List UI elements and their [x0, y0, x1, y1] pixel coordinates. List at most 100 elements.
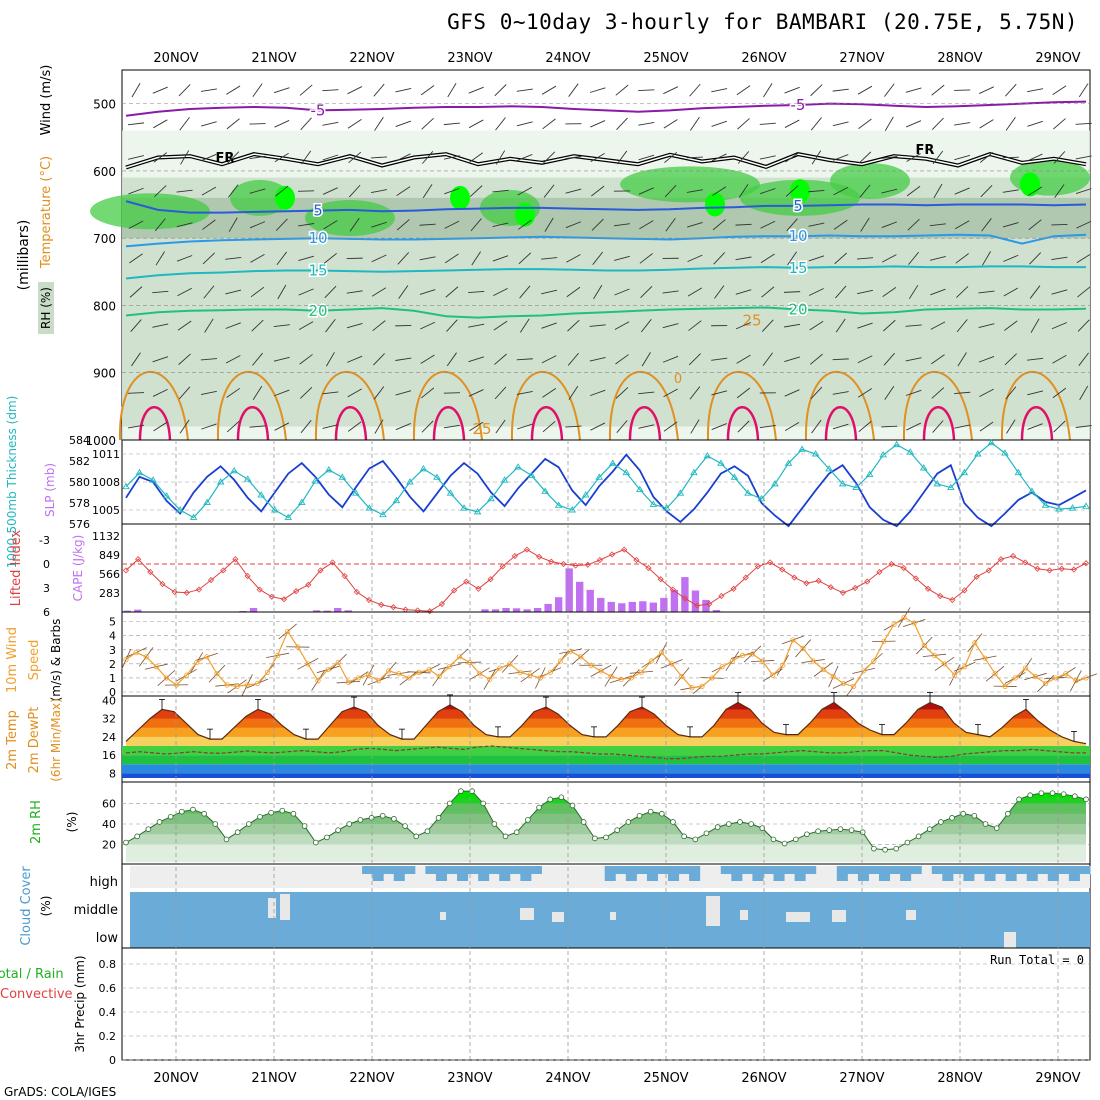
wind-speed-marker — [163, 675, 170, 681]
wind-speed-marker — [466, 659, 473, 666]
slp-marker — [649, 500, 658, 507]
wind-barb — [737, 151, 750, 164]
wind-barb — [517, 154, 533, 161]
wind-barb — [127, 424, 145, 429]
temp-tick-label: 40 — [102, 694, 116, 707]
lifted-marker — [256, 586, 263, 593]
wind-speed-marker — [689, 685, 695, 691]
lifted-marker — [961, 587, 968, 594]
lifted-marker — [317, 567, 324, 574]
wind-barb — [906, 422, 922, 431]
isotherm-label: 25 — [742, 312, 761, 330]
wind-barb — [1004, 353, 1017, 366]
wind-barb — [711, 423, 727, 430]
isotherm-30 — [530, 406, 564, 441]
rh-saturated-patch — [1020, 172, 1040, 197]
rh-marker — [145, 826, 152, 832]
wind-barb — [468, 389, 484, 397]
wind-barb — [443, 122, 460, 126]
rh-marker — [179, 808, 185, 815]
cloud-high-bar — [952, 866, 964, 874]
freezing-level-inner — [125, 153, 1087, 169]
rh-marker — [592, 835, 598, 842]
wind-barb — [834, 252, 848, 265]
precip-tick-label: 0.8 — [99, 958, 117, 971]
wind-barb — [152, 356, 169, 363]
wind-barb — [810, 84, 823, 97]
wind-speed-marker — [881, 638, 887, 644]
wind-speed-marker — [285, 628, 291, 635]
wind-barb — [832, 88, 849, 92]
wind-barb — [128, 187, 144, 195]
rh-marker — [402, 823, 408, 829]
wind-barb — [542, 420, 556, 433]
slp-tick-label: 1005 — [92, 504, 120, 517]
slp-marker — [1028, 487, 1036, 494]
cloud-high-bar — [478, 866, 490, 881]
wind-barb — [299, 354, 313, 365]
wind-barb — [763, 83, 773, 98]
wind-speed-marker — [133, 649, 139, 656]
wind-barb — [736, 85, 751, 96]
wind-barb — [468, 86, 484, 94]
rh-marker — [647, 808, 654, 815]
wind-barb — [1002, 156, 1019, 159]
lifted-marker — [378, 601, 385, 608]
wind-barb — [833, 154, 849, 161]
cloud-high-bar — [393, 866, 405, 881]
wind-barb — [735, 321, 752, 330]
wind-barb — [956, 286, 969, 298]
rh-layer — [126, 791, 1086, 835]
wind-barb — [662, 323, 679, 329]
wind-barb — [881, 188, 898, 194]
lifted-marker — [135, 556, 142, 563]
wind-barb — [252, 385, 263, 400]
cloud-gap — [1004, 932, 1016, 948]
cloud-high-bar — [1026, 866, 1038, 881]
cloud-high-bar — [1079, 866, 1091, 874]
wind-barb — [932, 420, 944, 433]
wind-barb — [568, 83, 579, 97]
wind-barb — [616, 150, 628, 165]
wind-barb — [590, 152, 605, 162]
wind-barb — [856, 257, 874, 260]
cape-bar — [649, 602, 658, 612]
slp-marker — [757, 494, 766, 502]
thickness-tick-label: 584 — [69, 434, 90, 447]
cape-bar — [639, 601, 647, 612]
wind-barb — [544, 217, 554, 232]
day-label-bottom: 22NOV — [349, 1071, 394, 1086]
wind-speed-marker — [1012, 675, 1018, 681]
rh-marker — [379, 812, 386, 819]
freezing-label: FR — [216, 151, 235, 166]
slp-marker — [879, 451, 887, 458]
slp-marker — [636, 485, 644, 492]
wind-barb — [954, 424, 971, 429]
wind-barb — [225, 256, 242, 260]
cloud-high-bar — [488, 866, 500, 874]
wind-barb — [1052, 354, 1067, 364]
lifted-marker — [985, 567, 992, 574]
isotherm-label: 10 — [788, 227, 807, 245]
slp-marker — [203, 498, 211, 505]
wind-speed-marker — [355, 675, 362, 681]
lifted-marker — [766, 559, 774, 566]
wind-barb — [933, 183, 943, 199]
wind-barb — [811, 419, 822, 434]
cloud-gap — [906, 910, 916, 920]
wind-barb — [857, 388, 873, 398]
wind-barb — [178, 386, 191, 400]
lifted-marker — [475, 585, 482, 592]
lifted-marker — [523, 546, 531, 553]
wind-speed-marker — [557, 658, 564, 664]
wind-barb — [178, 84, 191, 97]
dewpt-axis-label: 2m DewPt — [27, 707, 42, 774]
wind-barb — [178, 353, 191, 365]
lifted-marker — [1070, 566, 1077, 573]
wind-barb — [957, 352, 967, 367]
wind10m-axis-label2: Speed — [27, 640, 42, 681]
wind-barb — [1027, 153, 1043, 162]
wind-speed-marker — [931, 652, 938, 659]
wind-barb — [565, 425, 582, 428]
